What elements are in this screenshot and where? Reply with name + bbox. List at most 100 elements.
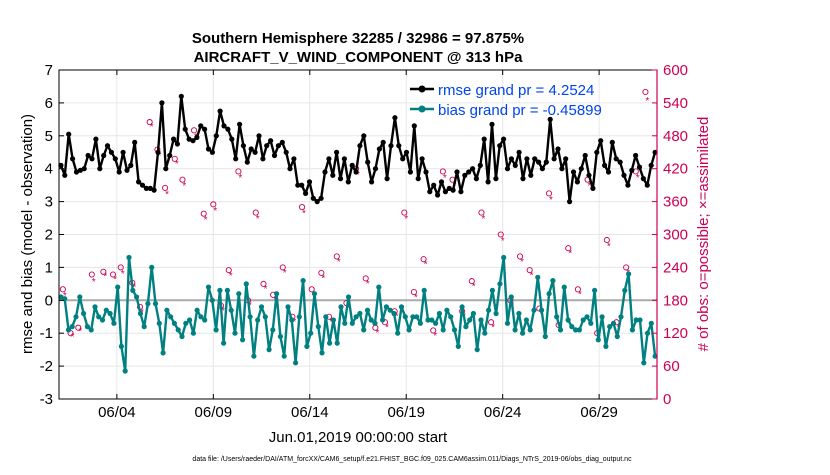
rmse-point xyxy=(283,149,289,155)
bias-point xyxy=(629,327,636,333)
y-tick-label-right: 420 xyxy=(663,161,688,178)
obs-assimilated-marker: * xyxy=(645,96,649,107)
rmse-point xyxy=(58,162,64,168)
rmse-point xyxy=(493,176,499,182)
obs-possible-marker xyxy=(59,286,66,293)
bias-point xyxy=(323,314,329,320)
bias-point xyxy=(429,317,435,323)
bias-point xyxy=(84,324,90,330)
x-tick-label: 06/09 xyxy=(195,404,233,421)
bias-point xyxy=(243,281,249,287)
obs-assimilated-marker: * xyxy=(395,312,399,323)
obs-possible-marker xyxy=(225,267,232,274)
bias-point xyxy=(183,320,189,326)
rmse-point xyxy=(97,166,103,172)
bias-point xyxy=(603,343,609,349)
obs-possible-marker xyxy=(200,210,207,217)
bias-point xyxy=(92,304,98,310)
bias-point xyxy=(190,330,196,336)
rmse-point xyxy=(407,169,413,175)
bias-point xyxy=(202,317,208,323)
rmse-point xyxy=(403,149,410,155)
y-tick-label-right: 180 xyxy=(663,292,688,309)
bias-point xyxy=(353,314,359,320)
rmse-point xyxy=(563,156,569,162)
rmse-point xyxy=(264,143,270,149)
bias-point xyxy=(607,324,613,330)
bias-point xyxy=(436,310,442,317)
rmse-point xyxy=(337,176,344,182)
rmse-point xyxy=(112,156,118,162)
legend-rmse-marker xyxy=(418,85,426,93)
rmse-point xyxy=(415,176,421,182)
rmse-point xyxy=(466,169,472,175)
rmse-point xyxy=(578,166,584,172)
bias-point xyxy=(391,310,397,317)
obs-possible-marker xyxy=(516,253,524,260)
y-tick-label-right: 540 xyxy=(663,95,688,112)
obs-possible-marker xyxy=(117,264,124,271)
bias-point xyxy=(550,278,556,284)
bias-point xyxy=(535,274,541,280)
bias-point xyxy=(187,317,193,323)
x-tick-label: 06/04 xyxy=(98,404,136,421)
rmse-point xyxy=(256,133,262,139)
rmse-point xyxy=(489,121,495,127)
rmse-point xyxy=(605,169,612,175)
rmse-point xyxy=(644,182,650,188)
obs-possible-marker xyxy=(162,184,169,191)
rmse-point xyxy=(334,149,340,155)
bias-point xyxy=(417,320,423,326)
rmse-point xyxy=(392,115,398,121)
obs-assimilated-marker: * xyxy=(221,306,225,317)
rmse-point xyxy=(567,199,573,205)
bias-point xyxy=(626,271,632,277)
bias-point xyxy=(315,324,321,330)
obs-possible-marker xyxy=(488,319,495,326)
rmse-point xyxy=(295,182,301,188)
rmse-point xyxy=(617,159,623,165)
obs-assimilated-marker: * xyxy=(321,273,325,284)
bias-point xyxy=(610,320,617,326)
bias-point xyxy=(470,310,476,317)
bias-point xyxy=(289,317,295,323)
bias-point xyxy=(421,287,427,293)
bias-point xyxy=(618,314,624,320)
rmse-point xyxy=(396,143,402,149)
bias-point xyxy=(126,254,132,261)
bias-point xyxy=(262,314,268,320)
rmse-point xyxy=(326,156,332,162)
rmse-point xyxy=(640,176,647,182)
obs-possible-marker xyxy=(179,176,186,183)
y-tick-label-left: 5 xyxy=(45,128,53,145)
obs-possible-marker xyxy=(439,168,446,175)
rmse-point xyxy=(217,108,223,114)
bias-point xyxy=(118,343,124,349)
bias-point xyxy=(141,324,147,330)
rmse-point xyxy=(380,139,386,145)
bias-point xyxy=(433,320,439,326)
bias-point xyxy=(338,304,344,310)
obs-possible-marker xyxy=(260,280,267,287)
bias-point xyxy=(372,320,378,326)
rmse-point xyxy=(450,187,456,193)
rmse-point xyxy=(73,169,80,175)
rmse-point xyxy=(586,172,592,178)
bias-point xyxy=(77,294,83,300)
rmse-point xyxy=(318,195,324,201)
obs-possible-marker xyxy=(420,256,427,263)
bias-point xyxy=(247,314,253,320)
bias-point xyxy=(580,317,586,323)
rmse-point xyxy=(143,185,149,191)
obs-assimilated-marker: * xyxy=(501,236,505,247)
obs-possible-marker xyxy=(190,127,198,134)
rmse-point xyxy=(574,179,581,185)
bias-point xyxy=(361,327,367,333)
x-tick-label: 06/14 xyxy=(291,404,329,421)
obs-possible-marker xyxy=(299,204,306,211)
rmse-point xyxy=(275,143,281,149)
rmse-point xyxy=(221,123,227,129)
rmse-point xyxy=(423,169,429,175)
bias-point xyxy=(194,307,200,313)
bias-point xyxy=(584,314,590,320)
